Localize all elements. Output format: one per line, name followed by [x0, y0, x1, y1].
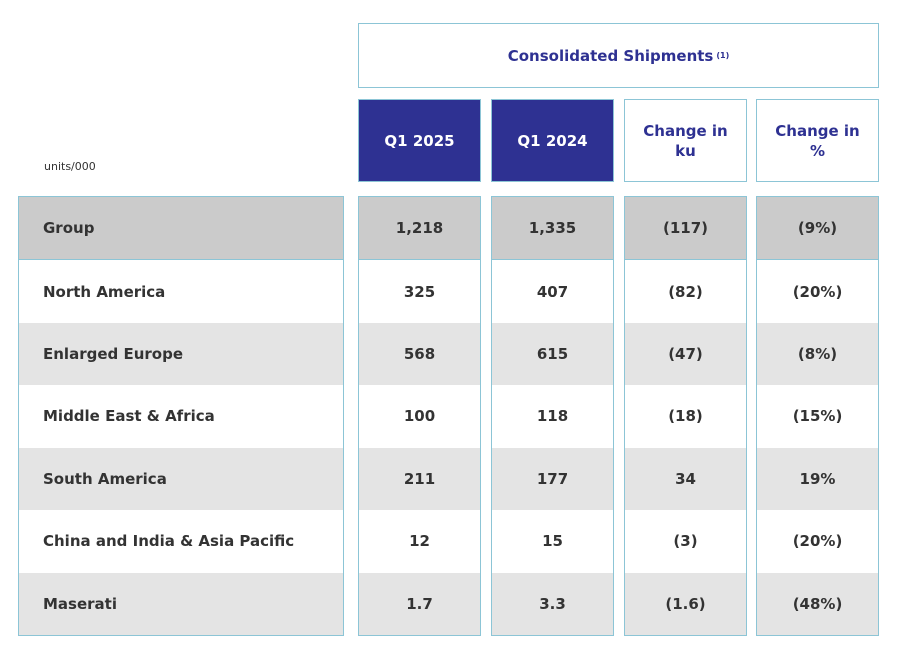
- footnote-marker: (1): [716, 51, 730, 60]
- super-header-title: Consolidated Shipments: [507, 46, 714, 65]
- cell-q1-2025: 100: [359, 385, 480, 448]
- row-label: South America: [19, 447, 343, 511]
- cell-change-pct: (20%): [757, 260, 878, 323]
- cell-change-pct: 19%: [757, 447, 878, 511]
- cell-change-pct: (8%): [757, 322, 878, 386]
- cell-change-ku: (47): [625, 322, 746, 386]
- units-label: units/000: [44, 160, 96, 173]
- cell-q1-2025: 325: [359, 260, 480, 323]
- cell-q1-2024: 1,335: [492, 197, 613, 261]
- cell-q1-2024: 177: [492, 447, 613, 511]
- cell-change-ku: (117): [625, 197, 746, 261]
- row-label: North America: [19, 260, 343, 323]
- cell-change-pct: (9%): [757, 197, 878, 261]
- column-header-change-pct: Change in %: [756, 99, 879, 182]
- cell-q1-2024: 407: [492, 260, 613, 323]
- row-label: China and India & Asia Pacific: [19, 510, 343, 573]
- cell-change-ku: (1.6): [625, 572, 746, 635]
- cell-q1-2024: 118: [492, 385, 613, 448]
- cell-change-pct: (15%): [757, 385, 878, 448]
- column-header-q1-2025: Q1 2025: [358, 99, 481, 182]
- cell-change-ku: (3): [625, 510, 746, 573]
- cell-q1-2024: 15: [492, 510, 613, 573]
- cell-q1-2025: 211: [359, 447, 480, 511]
- change-pct-column: (9%) (20%) (8%) (15%) 19% (20%) (48%): [756, 196, 879, 636]
- cell-q1-2025: 1.7: [359, 572, 480, 635]
- column-header-q1-2024: Q1 2024: [491, 99, 614, 182]
- change-ku-column: (117) (82) (47) (18) 34 (3) (1.6): [624, 196, 747, 636]
- cell-q1-2025: 568: [359, 322, 480, 386]
- cell-q1-2024: 615: [492, 322, 613, 386]
- row-label: Group: [19, 197, 343, 261]
- q1-2024-column: 1,335 407 615 118 177 15 3.3: [491, 196, 614, 636]
- cell-change-pct: (20%): [757, 510, 878, 573]
- row-label: Enlarged Europe: [19, 322, 343, 386]
- column-header-change-ku: Change in ku: [624, 99, 747, 182]
- cell-change-ku: 34: [625, 447, 746, 511]
- cell-q1-2025: 1,218: [359, 197, 480, 261]
- region-column: Group North America Enlarged Europe Middle …: [18, 196, 344, 636]
- row-label: Middle East & Africa: [19, 385, 343, 448]
- table-super-header: Consolidated Shipments (1): [358, 23, 879, 88]
- cell-q1-2025: 12: [359, 510, 480, 573]
- cell-change-ku: (82): [625, 260, 746, 323]
- cell-change-ku: (18): [625, 385, 746, 448]
- cell-q1-2024: 3.3: [492, 572, 613, 635]
- row-label: Maserati: [19, 572, 343, 635]
- q1-2025-column: 1,218 325 568 100 211 12 1.7: [358, 196, 481, 636]
- cell-change-pct: (48%): [757, 572, 878, 635]
